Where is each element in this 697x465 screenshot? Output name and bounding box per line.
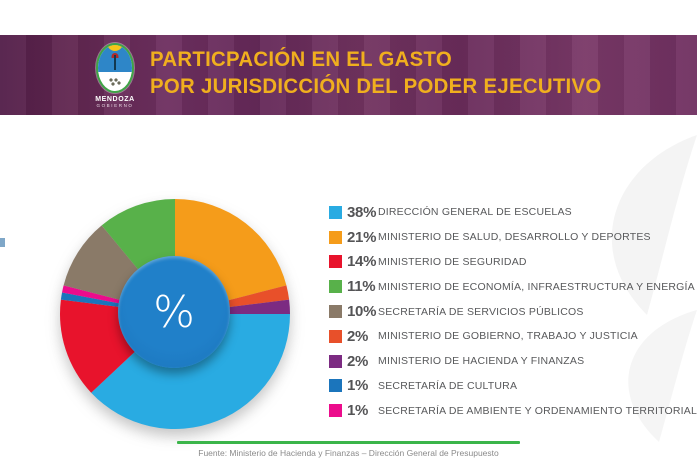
legend-percent: 10%: [347, 303, 377, 321]
legend-swatch-icon: [329, 329, 342, 343]
legend-percent: 1%: [347, 402, 369, 420]
donut-center-circle: %: [118, 256, 230, 368]
title-line-1: PARTICPACIÓN EN EL GASTO: [150, 48, 453, 71]
chart-legend: 38% DIRECCIÓN GENERAL DE ESCUELAS 21% MINIS…: [329, 200, 697, 423]
legend-item: 1% SECRETARÍA DE CULTURA: [329, 374, 685, 399]
pie-slice-1: [91, 314, 290, 429]
legend-swatch-icon: [329, 404, 342, 418]
source-note: Fuente: Ministerio de Hacienda y Finanza…: [198, 448, 499, 458]
legend-item: 2% MINISTERIO DE GOBIERNO, TRABAJO Y JUST…: [329, 324, 685, 349]
legend-percent: 11%: [347, 278, 376, 296]
legend-percent: 2%: [347, 352, 369, 370]
legend-swatch-icon: [329, 354, 342, 368]
page-title: PARTICPACIÓN EN EL GASTO POR JURISDICCIÓ…: [150, 46, 616, 100]
mendoza-gobierno-logo: MENDOZA GOBIERNO: [92, 43, 138, 108]
legend-item: 14% MINISTERIO DE SEGURIDAD: [329, 250, 685, 275]
logo-sub-name: GOBIERNO: [96, 103, 134, 108]
coat-of-arms-icon: [96, 43, 134, 93]
edge-artifact: [0, 238, 5, 247]
logo-org-name: MENDOZA: [95, 96, 135, 103]
legend-swatch-icon: [329, 205, 342, 219]
legend-label: SECRETARÍA DE SERVICIOS PÚBLICOS: [378, 305, 584, 318]
legend-item: 2% MINISTERIO DE HACIENDA Y FINANZAS: [329, 349, 685, 374]
legend-item: 10% SECRETARÍA DE SERVICIOS PÚBLICOS: [329, 299, 685, 324]
legend-label: SECRETARÍA DE AMBIENTE Y ORDENAMIENTO TE…: [378, 404, 697, 417]
footer-divider: [177, 441, 520, 444]
legend-swatch-icon: [329, 280, 342, 294]
legend-label: MINISTERIO DE GOBIERNO, TRABAJO Y JUSTIC…: [378, 330, 638, 343]
legend-item: 21% MINISTERIO DE SALUD, DESARROLLO Y DEP…: [329, 225, 685, 250]
legend-item: 38% DIRECCIÓN GENERAL DE ESCUELAS: [329, 200, 685, 225]
legend-percent: 14%: [347, 253, 377, 271]
legend-swatch-icon: [329, 230, 342, 244]
legend-label: MINISTERIO DE HACIENDA Y FINANZAS: [378, 355, 585, 368]
legend-item: 1% SECRETARÍA DE AMBIENTE Y ORDENAMIENTO …: [329, 398, 697, 423]
legend-swatch-icon: [329, 379, 342, 393]
legend-percent: 38%: [347, 203, 377, 221]
legend-label: SECRETARÍA DE CULTURA: [378, 379, 518, 392]
legend-percent: 2%: [347, 327, 369, 345]
sun-icon: [107, 45, 123, 51]
legend-swatch-icon: [329, 255, 342, 269]
grapes-icon: [108, 77, 122, 86]
legend-label: MINISTERIO DE SEGURIDAD: [378, 255, 527, 268]
title-line-2: POR JURISDICCIÓN DEL PODER EJECUTIVO: [150, 75, 602, 98]
legend-percent: 21%: [347, 228, 377, 246]
legend-label: MINISTERIO DE SALUD, DESARROLLO Y DEPORT…: [378, 231, 651, 244]
legend-item: 11% MINISTERIO DE ECONOMÍA, INFRAESTRUCTU…: [329, 274, 695, 299]
legend-label: MINISTERIO DE ECONOMÍA, INFRAESTRUCTURA …: [378, 280, 695, 293]
legend-swatch-icon: [329, 305, 342, 319]
percent-symbol: %: [153, 286, 195, 338]
legend-label: DIRECCIÓN GENERAL DE ESCUELAS: [378, 206, 572, 219]
header-banner: MENDOZA GOBIERNO PARTICPACIÓN EN EL GAST…: [0, 35, 697, 115]
legend-percent: 1%: [347, 377, 369, 395]
